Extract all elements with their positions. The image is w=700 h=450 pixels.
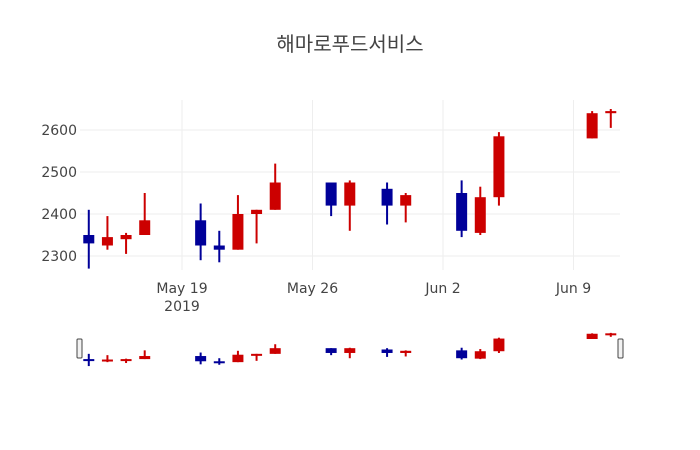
mini-candle [232, 350, 244, 363]
x-tick-label: May 19 [156, 281, 207, 297]
candle [120, 232, 132, 254]
x-tick-label: May 26 [287, 281, 338, 297]
candle [456, 180, 468, 238]
candle [195, 203, 207, 261]
x-axis: May 19 2019 May 26 Jun 2 Jun 9 [156, 281, 591, 315]
x-tick-label: Jun 9 [555, 281, 591, 297]
candle [213, 230, 225, 263]
candle [605, 109, 617, 128]
mini-candle [493, 337, 505, 353]
mini-candle [101, 355, 113, 363]
x-tick-year-label: 2019 [164, 299, 200, 315]
candle [251, 209, 263, 244]
candle [586, 111, 598, 139]
mini-candle [344, 347, 356, 359]
candle [232, 195, 244, 250]
range-slider[interactable] [76, 332, 624, 367]
candle [493, 132, 505, 206]
y-tick-label: 2600 [41, 123, 77, 139]
candle [325, 182, 337, 217]
mini-candle [251, 353, 263, 361]
mini-candle [120, 358, 132, 364]
mini-candle [269, 344, 281, 354]
mini-candle [213, 358, 225, 365]
y-axis: 2300 2400 2500 2600 [41, 123, 77, 265]
y-tick-label: 2400 [41, 207, 77, 223]
y-tick-label: 2500 [41, 165, 77, 181]
candle [101, 216, 113, 250]
mini-candle [83, 353, 95, 367]
y-tick-label: 2300 [41, 249, 77, 265]
candle [381, 182, 393, 225]
mini-candle [474, 349, 486, 360]
chart-title: 해마로푸드서비스 [276, 32, 424, 56]
candle [474, 186, 486, 235]
x-tick-label: Jun 2 [424, 281, 460, 297]
candle [83, 209, 95, 269]
range-slider-right-handle[interactable] [617, 338, 624, 359]
range-slider-left-handle[interactable] [76, 338, 83, 359]
candle [400, 193, 412, 223]
mini-candle [586, 333, 598, 339]
mini-candle [325, 348, 337, 356]
mini-candle [400, 350, 412, 357]
mini-candle [605, 332, 617, 337]
candle [344, 180, 356, 231]
candle [269, 163, 281, 210]
candle [139, 193, 151, 235]
mini-candle [456, 347, 468, 360]
mini-candle [195, 352, 207, 365]
mini-candle [381, 348, 393, 357]
candles [83, 109, 617, 269]
mini-candle [139, 350, 151, 360]
